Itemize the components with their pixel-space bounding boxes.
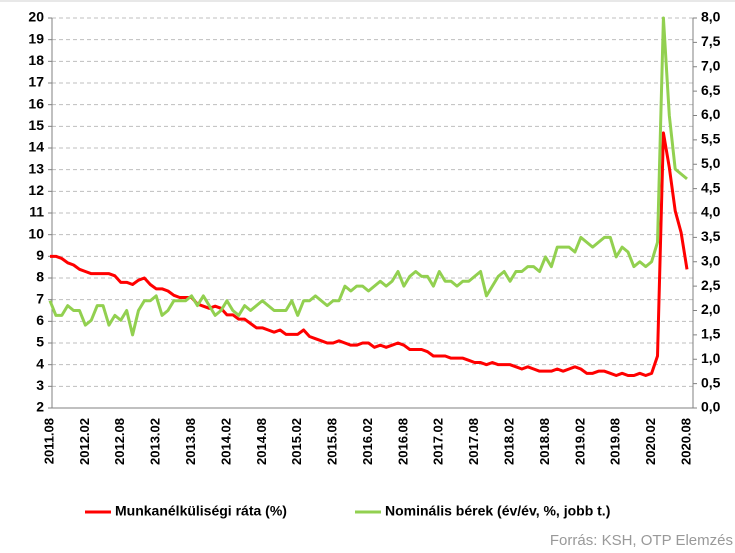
y2-tick-label: 0,0 — [701, 399, 721, 415]
x-tick-label: 2020.08 — [678, 418, 693, 465]
source: Forrás: KSH, OTP Elemzés — [550, 532, 733, 549]
x-tick-label: 2017.02 — [431, 418, 446, 465]
y2-tick-label: 7,5 — [701, 33, 721, 49]
y2-tick-label: 3,0 — [701, 252, 721, 268]
y-tick-label: 17 — [28, 74, 44, 90]
y2-tick-label: 2,5 — [701, 277, 721, 293]
y2-tick-label: 2,0 — [701, 301, 721, 317]
y2-tick-label: 6,5 — [701, 82, 721, 98]
x-tick-label: 2016.02 — [360, 418, 375, 465]
y2-tick-label: 8,0 — [701, 9, 721, 25]
y2-tick-label: 3,5 — [701, 228, 721, 244]
x-tick-label: 2013.08 — [183, 418, 198, 465]
y-tick-label: 8 — [36, 269, 44, 285]
legend-label: Nominális bérek (év/év, %, jobb t.) — [385, 503, 610, 519]
y2-tick-label: 6,0 — [701, 106, 721, 122]
y-tick-label: 11 — [29, 204, 44, 220]
x-tick-label: 2012.08 — [112, 418, 127, 465]
y2-tick-label: 0,5 — [701, 374, 721, 390]
x-tick-label: 2019.02 — [572, 418, 587, 465]
x-tick-label: 2018.08 — [537, 418, 552, 465]
y-tick-label: 19 — [28, 30, 44, 46]
x-tick-label: 2013.02 — [148, 418, 163, 465]
y-tick-label: 7 — [36, 290, 44, 306]
y-tick-label: 9 — [36, 247, 44, 263]
y2-tick-label: 1,5 — [701, 326, 721, 342]
y-tick-label: 14 — [28, 139, 44, 155]
y-tick-label: 15 — [28, 117, 44, 133]
y-tick-label: 10 — [28, 225, 44, 241]
x-tick-label: 2015.08 — [325, 418, 340, 465]
x-tick-label: 2020.02 — [643, 418, 658, 465]
x-tick-label: 2014.02 — [218, 418, 233, 465]
x-tick-label: 2019.08 — [608, 418, 623, 465]
y2-tick-label: 4,5 — [701, 179, 721, 195]
series-line — [50, 131, 689, 377]
y-tick-label: 13 — [28, 160, 44, 176]
x-tick-label: 2015.02 — [289, 418, 304, 465]
y-tick-label: 5 — [36, 334, 44, 350]
y-tick-label: 12 — [28, 182, 44, 198]
y-tick-label: 18 — [28, 52, 44, 68]
y-tick-label: 4 — [36, 355, 44, 371]
y2-tick-label: 1,0 — [701, 350, 721, 366]
x-tick-label: 2018.02 — [501, 418, 516, 465]
series-line — [48, 16, 688, 337]
y-tick-label: 2 — [36, 399, 44, 415]
y-tick-label: 6 — [36, 312, 44, 328]
x-tick-label: 2017.08 — [466, 418, 481, 465]
y2-tick-label: 7,0 — [701, 57, 721, 73]
y2-tick-label: 5,5 — [701, 131, 721, 147]
y-tick-label: 20 — [28, 9, 44, 25]
x-tick-label: 2016.08 — [395, 418, 410, 465]
y2-tick-label: 5,0 — [701, 155, 721, 171]
y-tick-label: 3 — [36, 377, 44, 393]
y-tick-label: 16 — [28, 95, 44, 111]
x-tick-label: 2012.02 — [77, 418, 92, 465]
legend-label: Munkanélküliségi ráta (%) — [115, 503, 287, 519]
x-tick-label: 2011.08 — [41, 418, 56, 464]
x-tick-label: 2014.08 — [254, 418, 269, 465]
y2-tick-label: 4,0 — [701, 204, 721, 220]
